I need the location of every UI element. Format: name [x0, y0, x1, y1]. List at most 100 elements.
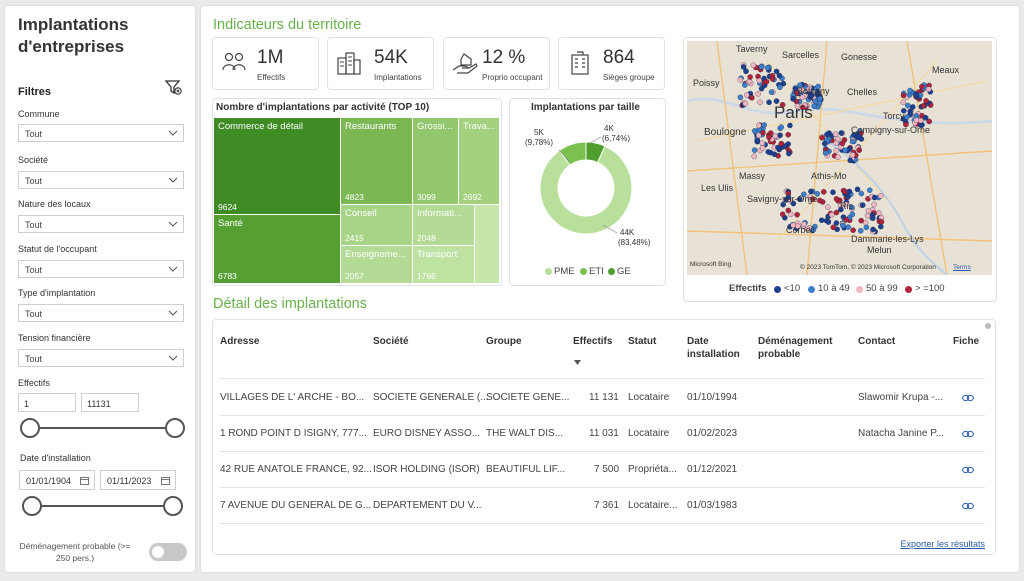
statut-occupant-dropdown[interactable]: Tout [18, 260, 184, 278]
map-marker[interactable] [785, 194, 792, 201]
map-marker[interactable] [772, 133, 778, 139]
date-from-input[interactable]: 01/01/1904 [19, 470, 95, 490]
map-marker[interactable] [925, 86, 932, 92]
map-marker[interactable] [865, 208, 872, 214]
map-marker[interactable] [877, 193, 884, 199]
map-marker[interactable] [758, 64, 765, 70]
map-marker[interactable] [922, 115, 929, 121]
map-marker[interactable] [817, 95, 823, 102]
map-marker[interactable] [839, 140, 846, 147]
map-marker[interactable] [905, 102, 911, 109]
map-marker[interactable] [825, 219, 832, 225]
map-marker[interactable] [878, 223, 884, 230]
map-marker[interactable] [863, 224, 870, 231]
map-marker[interactable] [804, 226, 811, 232]
map-marker[interactable] [824, 131, 830, 138]
map-marker[interactable] [755, 132, 762, 139]
map-marker[interactable] [845, 194, 851, 200]
map-marker[interactable] [818, 217, 825, 223]
map-marker[interactable] [766, 99, 772, 106]
map-marker[interactable] [926, 118, 932, 125]
map-marker[interactable] [833, 196, 840, 202]
map-marker[interactable] [799, 94, 806, 101]
treemap-tile-informatique[interactable]: Informati... 2048 [413, 205, 474, 245]
column-header[interactable]: Déménagement probable [758, 336, 833, 360]
map-marker[interactable] [913, 91, 919, 97]
map-marker[interactable] [747, 74, 753, 80]
map-marker[interactable] [845, 224, 851, 230]
column-header[interactable]: Fiche [953, 336, 980, 347]
map-marker[interactable] [755, 91, 761, 97]
map-marker[interactable] [847, 157, 853, 164]
map-marker[interactable] [870, 215, 876, 221]
link-icon[interactable] [962, 466, 974, 474]
calendar-icon[interactable] [161, 476, 170, 485]
sort-desc-icon[interactable] [574, 360, 581, 365]
map-marker[interactable] [794, 90, 800, 96]
treemap-tile-other[interactable] [475, 205, 499, 283]
map-marker[interactable] [788, 211, 794, 218]
map-marker[interactable] [773, 68, 780, 75]
map-marker[interactable] [830, 224, 837, 231]
map-marker[interactable] [821, 189, 827, 195]
column-header[interactable]: Statut [628, 336, 657, 347]
map-marker[interactable] [786, 150, 792, 157]
map-marker[interactable] [840, 222, 846, 229]
map-marker[interactable] [878, 219, 885, 225]
map-marker[interactable] [870, 226, 876, 233]
map-marker[interactable] [808, 93, 815, 99]
map-marker[interactable] [904, 114, 910, 120]
date-slider-min-handle[interactable] [22, 496, 42, 516]
tension-financiere-dropdown[interactable]: Tout [18, 349, 184, 367]
map-marker[interactable] [776, 72, 783, 79]
map-marker[interactable] [751, 147, 758, 153]
map-marker[interactable] [742, 82, 748, 88]
map-marker[interactable] [743, 68, 749, 74]
map-marker[interactable] [780, 201, 786, 208]
map-marker[interactable] [763, 78, 770, 85]
calendar-icon[interactable] [80, 476, 89, 485]
effectifs-slider-min-handle[interactable] [20, 418, 40, 438]
map-marker[interactable] [842, 147, 848, 154]
map-marker[interactable] [794, 103, 801, 109]
map-marker[interactable] [828, 212, 835, 218]
map-marker[interactable] [750, 62, 757, 69]
map-marker[interactable] [810, 196, 816, 202]
map-marker[interactable] [843, 201, 850, 208]
map-marker[interactable] [838, 206, 844, 213]
map-marker[interactable] [769, 76, 776, 82]
link-icon[interactable] [962, 430, 974, 438]
societe-dropdown[interactable]: Tout [18, 171, 184, 189]
map-marker[interactable] [775, 144, 781, 151]
map-marker[interactable] [801, 221, 807, 227]
map-marker[interactable] [849, 152, 856, 158]
map-marker[interactable] [858, 217, 864, 224]
map-marker[interactable] [913, 117, 920, 123]
map-marker[interactable] [790, 200, 797, 207]
map-marker[interactable] [919, 83, 925, 90]
map-marker[interactable] [777, 84, 783, 90]
map-marker[interactable] [843, 216, 850, 223]
column-header[interactable]: Adresse [220, 336, 260, 347]
treemap-tile-sante[interactable]: Santé 6783 [214, 215, 340, 283]
column-header[interactable]: Contact [858, 336, 896, 347]
map-marker[interactable] [773, 98, 780, 104]
map-marker[interactable] [864, 212, 871, 219]
map-marker[interactable] [849, 138, 856, 145]
treemap-tile-transport[interactable]: Transport 1766 [413, 246, 474, 283]
map-marker[interactable] [832, 131, 839, 137]
map-marker[interactable] [846, 188, 853, 195]
map-marker[interactable] [779, 102, 786, 108]
map-marker[interactable] [901, 108, 907, 114]
link-icon[interactable] [962, 502, 974, 510]
map-marker[interactable] [907, 87, 913, 94]
map-marker[interactable] [876, 210, 882, 216]
date-to-input[interactable]: 01/11/2023 [100, 470, 176, 490]
map-marker[interactable] [756, 122, 762, 129]
effectifs-min-input[interactable]: 1 [18, 393, 76, 412]
commune-dropdown[interactable]: Tout [18, 124, 184, 142]
map-marker[interactable] [810, 227, 817, 233]
column-header[interactable]: Groupe [486, 336, 522, 347]
map-marker[interactable] [761, 122, 767, 128]
map-marker[interactable] [768, 89, 775, 95]
